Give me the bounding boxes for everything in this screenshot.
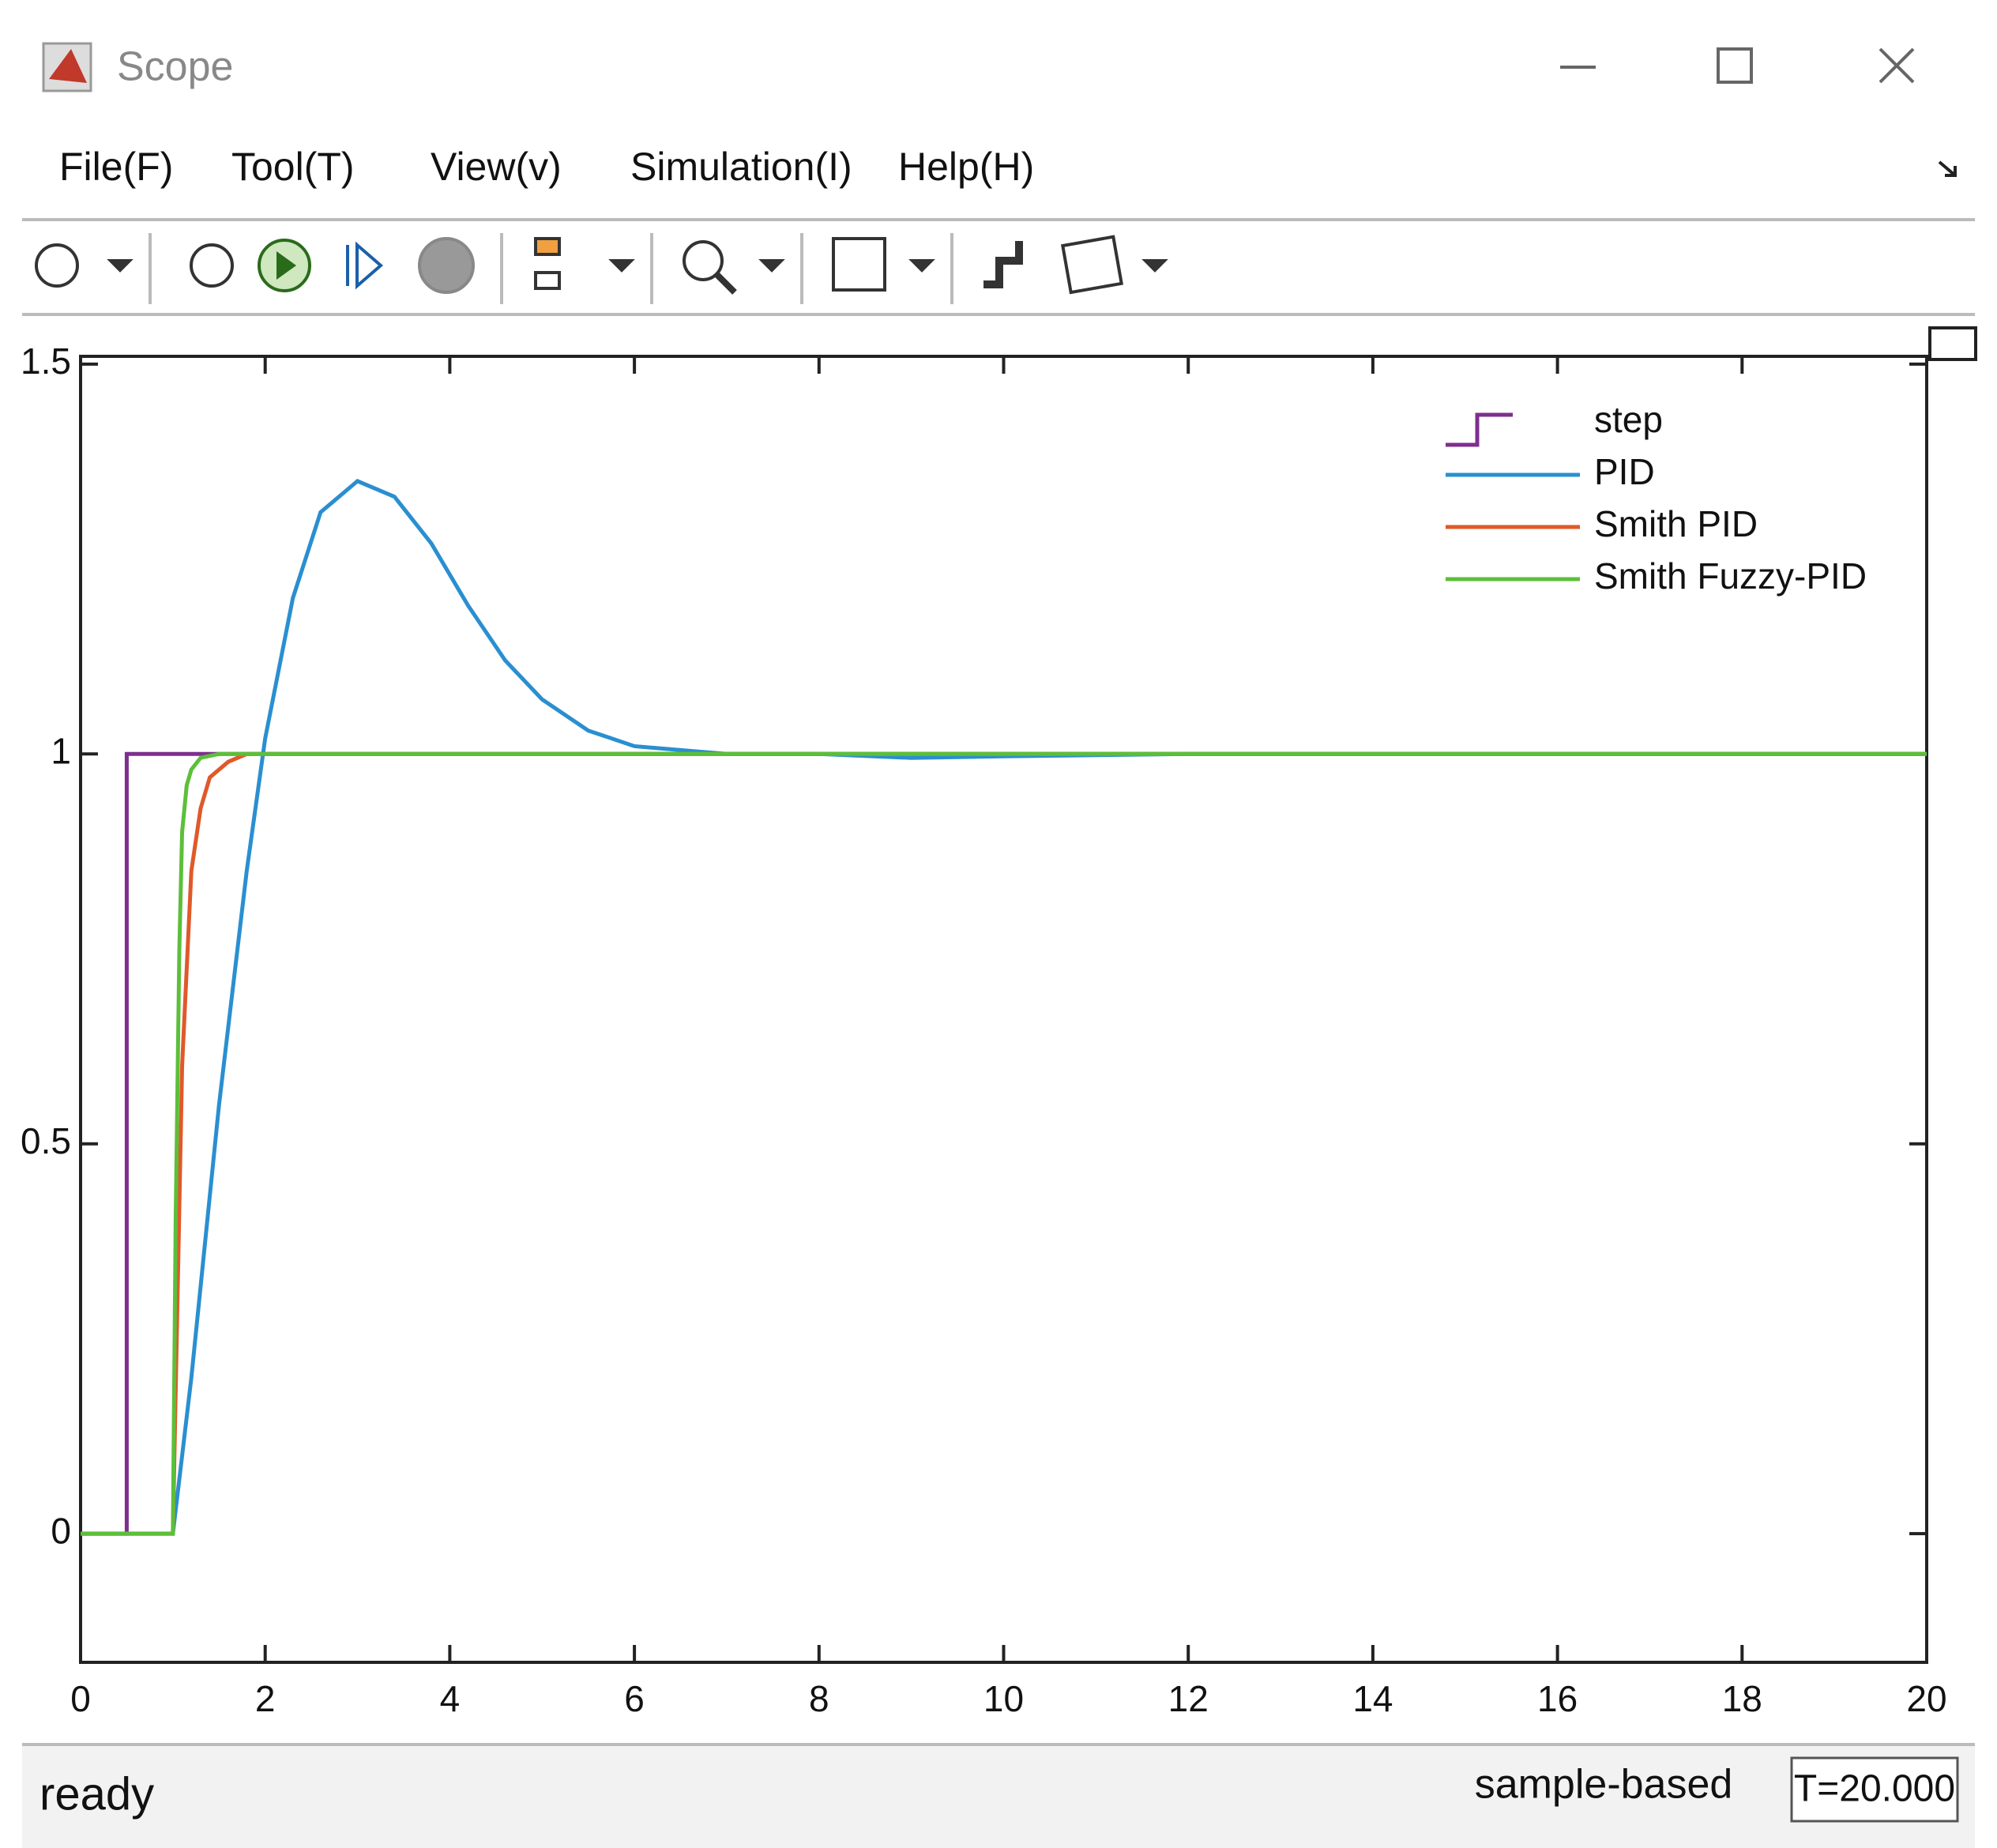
dropdown[interactable] [908, 259, 935, 273]
x-tick-label: 16 [1537, 1678, 1578, 1719]
mode-text: sample-based [1475, 1762, 1733, 1808]
triggers-button[interactable] [983, 241, 1023, 288]
menu-bar: File(F) Tool(T) View(v) Simulation(I) Help(H… [59, 145, 1034, 189]
time-box [1790, 1756, 1959, 1823]
toolbar [35, 233, 1168, 304]
x-tick-label: 4 [440, 1678, 461, 1719]
step-back-button[interactable] [190, 243, 234, 288]
menu-item[interactable]: Tool(T) [231, 145, 355, 189]
dropdown[interactable] [608, 259, 635, 273]
step-forward-button[interactable] [346, 241, 384, 290]
menu-item[interactable]: Help(H) [898, 145, 1034, 189]
dropdown[interactable] [758, 259, 785, 273]
legend-label: step [1594, 399, 1663, 440]
app-icon [42, 42, 92, 92]
stop-button[interactable] [418, 237, 475, 294]
menu-item[interactable]: Simulation(I) [630, 145, 852, 189]
undock-button[interactable] [1928, 326, 1977, 361]
x-tick-label: 20 [1906, 1678, 1946, 1719]
menu-item[interactable]: View(v) [431, 145, 562, 189]
x-tick-label: 12 [1168, 1678, 1209, 1719]
y-tick-label: 0 [51, 1510, 71, 1551]
autoscale-button[interactable] [832, 237, 886, 292]
x-tick-label: 0 [70, 1678, 91, 1719]
y-tick-label: 1 [51, 730, 71, 771]
plot-area: 0 0.5 1 1.5 0 2 4 6 8 10 12 14 16 18 20 step PID Smith PI… [21, 341, 1947, 1719]
maximize-button[interactable] [1717, 47, 1753, 84]
status-bar [22, 1744, 1975, 1848]
status-text: ready [39, 1768, 154, 1820]
run-icon [276, 251, 296, 280]
zoom-handle [715, 273, 737, 295]
x-tick-label: 6 [624, 1678, 645, 1719]
series-line [81, 751, 1927, 1536]
settings-button[interactable] [35, 243, 79, 288]
legend-swatch [1446, 412, 1513, 447]
x-tick-label: 18 [1722, 1678, 1762, 1719]
x-tick-label: 8 [809, 1678, 829, 1719]
title-bar [22, 0, 1975, 126]
highlight-button[interactable] [534, 237, 561, 256]
y-tick-label: 0.5 [21, 1120, 71, 1161]
time-text: T=20.000 [1794, 1768, 1955, 1810]
legend-label: Smith PID [1594, 503, 1758, 544]
measure-button[interactable] [1060, 235, 1124, 295]
dropdown[interactable] [1141, 259, 1168, 273]
axes-box [79, 355, 1928, 1664]
x-tick-label: 14 [1352, 1678, 1393, 1719]
collapse-arrow[interactable] [1938, 160, 1957, 177]
x-tick-label: 2 [255, 1678, 276, 1719]
close-button[interactable] [1879, 47, 1915, 84]
zoom-button[interactable] [683, 240, 724, 281]
highlight-icon [534, 271, 561, 290]
y-tick-label: 1.5 [21, 341, 71, 382]
legend-label: Smith Fuzzy-PID [1594, 555, 1867, 597]
legend-label: PID [1594, 451, 1655, 492]
window-title: Scope [117, 44, 233, 90]
menu-item[interactable]: File(F) [59, 145, 173, 189]
dropdown[interactable] [107, 259, 134, 273]
x-tick-label: 10 [983, 1678, 1024, 1719]
